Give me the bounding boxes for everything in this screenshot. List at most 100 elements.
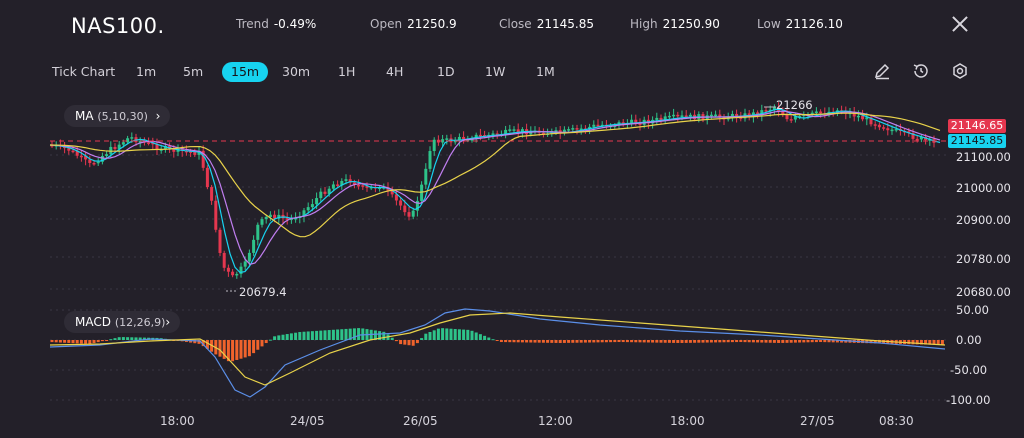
- close-icon[interactable]: [948, 12, 972, 36]
- macd-histogram-bar: [819, 340, 823, 343]
- macd-histogram-bar: [936, 340, 940, 345]
- ma5-line: [49, 108, 941, 274]
- tab-4h[interactable]: 4H: [386, 64, 404, 79]
- candle-body: [105, 154, 109, 156]
- candle-body: [117, 144, 121, 150]
- tab-tick-chart[interactable]: Tick Chart: [52, 64, 116, 79]
- macd-histogram-bar: [394, 340, 398, 342]
- candle-body: [302, 210, 306, 217]
- macd-histogram-bar: [58, 340, 62, 343]
- macd-histogram-bar: [340, 329, 344, 340]
- candle-body: [399, 200, 403, 206]
- settings-icon[interactable]: [949, 60, 971, 82]
- macd-histogram-bar: [525, 340, 529, 343]
- tab-5m[interactable]: 5m: [183, 64, 204, 79]
- y-tick-macd: -100.00: [946, 393, 991, 407]
- macd-histogram-bar: [302, 331, 306, 340]
- candle-body: [361, 185, 365, 187]
- candle-body: [407, 212, 411, 217]
- candle-body: [147, 142, 151, 144]
- candle-body: [676, 114, 680, 117]
- macd-histogram-bar: [588, 340, 592, 343]
- tab-1m-month[interactable]: 1M: [536, 64, 555, 79]
- candle-body: [663, 116, 667, 120]
- candle-body: [315, 198, 319, 205]
- ma-indicator-button[interactable]: MA (5,10,30) ›: [64, 105, 171, 127]
- macd-histogram-bar: [617, 340, 621, 343]
- pencil-icon[interactable]: [871, 60, 893, 82]
- macd-histogram-bar: [222, 340, 226, 359]
- y-tick-main: 20900.00: [956, 213, 1011, 227]
- macd-histogram-bar: [327, 330, 331, 340]
- macd-indicator-button[interactable]: MACD (12,26,9)›: [64, 311, 181, 333]
- macd-histogram-bar: [491, 339, 495, 341]
- macd-histogram-bar: [252, 340, 256, 354]
- high-label: 21266: [776, 98, 813, 112]
- macd-histogram-bar: [466, 329, 470, 340]
- macd-histogram-bar: [571, 340, 575, 343]
- candle-body: [600, 124, 604, 127]
- y-tick-main: 21100.00: [956, 150, 1011, 164]
- tab-15m[interactable]: 15m: [222, 62, 269, 82]
- macd-histogram-bar: [789, 340, 793, 343]
- macd-histogram-bar: [844, 340, 848, 343]
- macd-histogram-bar: [550, 340, 554, 343]
- candle-body: [218, 229, 222, 253]
- stat-low: Low 21126.10: [757, 17, 843, 31]
- price-tag-close: 21145.85: [948, 134, 1006, 148]
- y-tick-macd: -50.00: [950, 363, 988, 377]
- macd-histogram-bar: [785, 340, 789, 343]
- macd-histogram-bar: [735, 340, 739, 343]
- y-tick-macd: 50.00: [956, 303, 989, 317]
- macd-histogram-bar: [583, 340, 587, 343]
- candle-body: [403, 205, 407, 213]
- candle-body: [781, 111, 785, 115]
- macd-histogram-bar: [100, 340, 104, 342]
- macd-histogram-bar: [336, 329, 340, 340]
- macd-histogram-bar: [298, 332, 302, 340]
- tab-1m[interactable]: 1m: [136, 64, 157, 79]
- candle-body: [340, 180, 344, 186]
- candle-body: [390, 190, 394, 195]
- candle-body: [466, 139, 470, 142]
- candle-body: [508, 129, 512, 131]
- candle-body: [520, 129, 524, 133]
- candle-body: [659, 117, 663, 120]
- signal-line: [49, 312, 946, 386]
- tab-30m[interactable]: 30m: [282, 64, 311, 79]
- tab-1h[interactable]: 1H: [338, 64, 356, 79]
- x-tick: 27/05: [800, 414, 835, 428]
- candle-body: [638, 123, 642, 126]
- candle-body: [424, 168, 428, 185]
- macd-histogram: [50, 328, 944, 362]
- candle-body: [336, 184, 340, 186]
- macd-histogram-bar: [575, 340, 579, 343]
- macd-histogram-bar: [441, 328, 445, 340]
- ma30-line: [49, 112, 941, 238]
- candle-body: [512, 129, 516, 131]
- candle-body: [79, 155, 83, 158]
- macd-histogram-bar: [88, 340, 92, 344]
- clock-reset-icon[interactable]: [910, 60, 932, 82]
- candle-body: [882, 127, 886, 129]
- tab-1w[interactable]: 1W: [485, 64, 506, 79]
- macd-histogram-bar: [504, 340, 508, 343]
- tab-1d[interactable]: 1D: [437, 64, 455, 79]
- macd-line: [49, 308, 946, 398]
- macd-histogram-bar: [722, 340, 726, 343]
- chart-area[interactable]: [0, 95, 1024, 405]
- ma10-line: [49, 110, 941, 265]
- x-tick: 24/05: [290, 414, 325, 428]
- candle-body: [415, 200, 419, 211]
- candle-body: [789, 119, 793, 121]
- x-tick: 18:00: [670, 414, 705, 428]
- y-tick-main: 20780.00: [956, 252, 1011, 266]
- macd-histogram-bar: [457, 329, 461, 340]
- macd-histogram-bar: [273, 336, 277, 340]
- macd-histogram-bar: [256, 340, 260, 350]
- macd-histogram-bar: [105, 340, 109, 341]
- macd-histogram-bar: [109, 339, 113, 341]
- candle-body: [470, 139, 474, 141]
- macd-histogram-bar: [684, 340, 688, 343]
- macd-histogram-bar: [919, 340, 923, 345]
